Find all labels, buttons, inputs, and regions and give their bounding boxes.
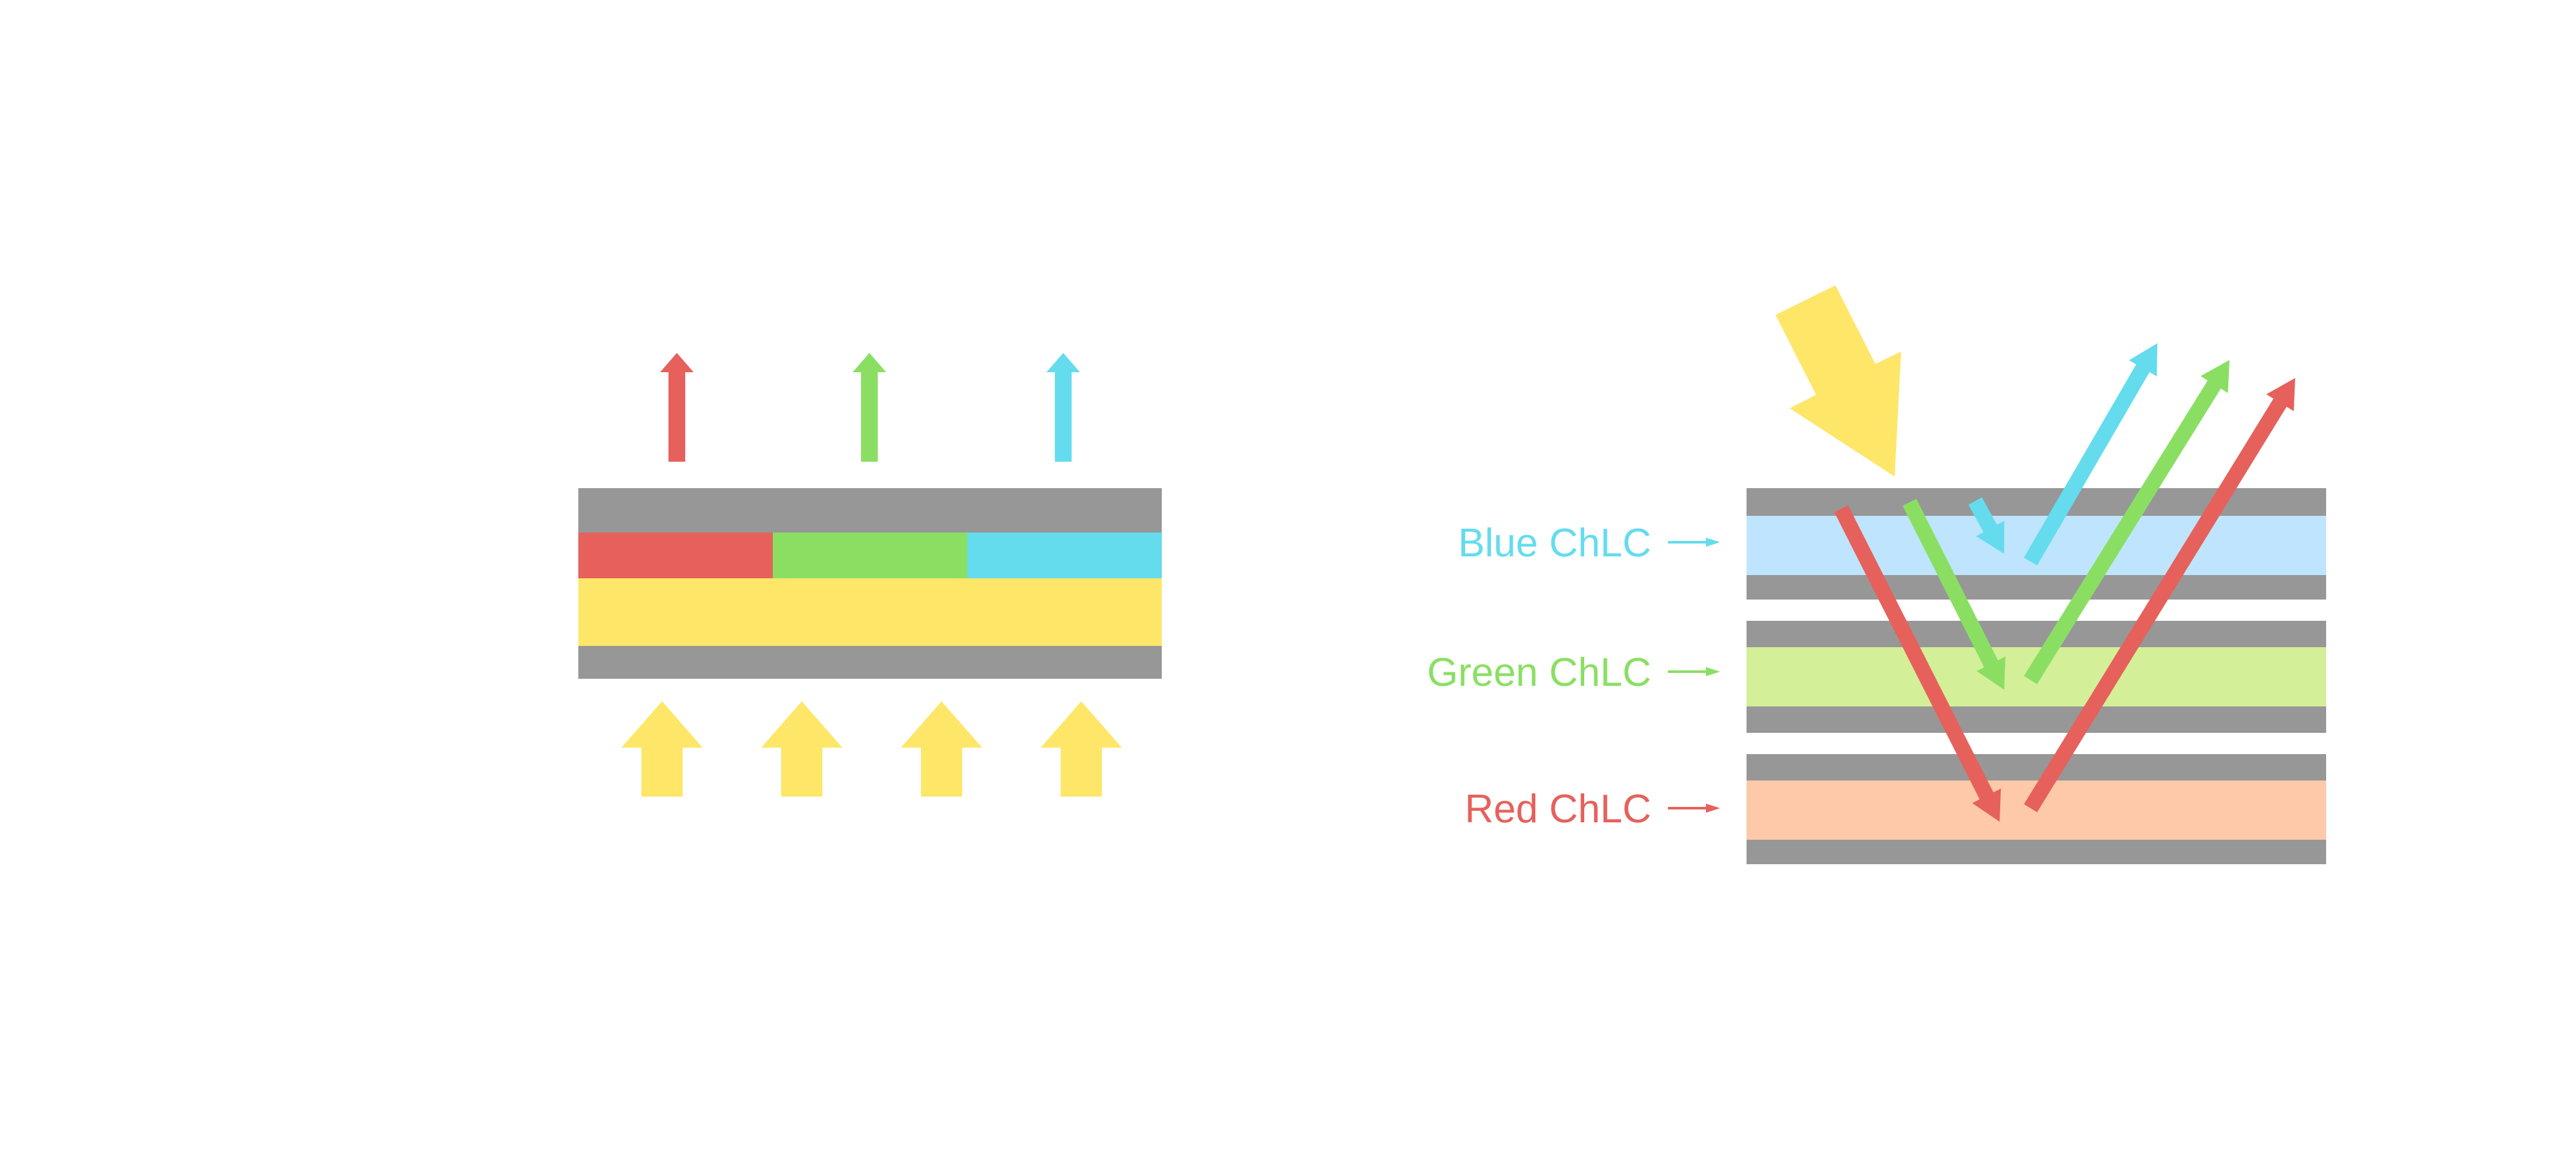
red-bottom-substrate: [1747, 840, 2326, 864]
blue-incident-arrow-icon: [1968, 497, 2005, 554]
green-reflected-arrow-icon: [2023, 360, 2230, 685]
cyan-filter: [967, 533, 1162, 578]
backlight-arrow-icon: [1041, 701, 1122, 797]
blue-bottom-substrate: [1747, 575, 2326, 600]
green-chlc-label: Green ChLC: [1427, 650, 1651, 695]
green-incident-arrow-icon: [1902, 498, 2006, 690]
incident-light-arrow-icon: [1776, 285, 1901, 477]
blue-chlc-label: Blue ChLC: [1458, 521, 1651, 565]
red-top-substrate: [1747, 754, 2326, 780]
green-pointer-arrow-icon: [1668, 667, 1720, 676]
backlight-arrows: [621, 701, 1122, 797]
red-chlc-label: Red ChLC: [1465, 787, 1651, 831]
red-filter: [578, 533, 773, 578]
label-pointers: [1668, 538, 1720, 813]
backlight-arrow-icon: [621, 701, 703, 797]
top-substrate: [578, 488, 1162, 533]
backlight-arrow-icon: [901, 701, 982, 797]
cyan-pointer-arrow-icon: [1668, 538, 1720, 547]
green-bottom-substrate: [1747, 706, 2326, 733]
red-pointer-arrow-icon: [1668, 804, 1720, 813]
yellow-backlight-layer: [578, 578, 1162, 646]
cyan-output-arrow-icon: [1046, 353, 1080, 462]
green-output-arrow-icon: [853, 353, 886, 462]
bottom-substrate: [578, 646, 1162, 679]
green-top-substrate: [1747, 621, 2326, 647]
backlight-arrow-icon: [761, 701, 842, 797]
red-output-arrow-icon: [660, 353, 694, 462]
green-filter: [773, 533, 967, 578]
blue-top-substrate: [1747, 488, 2326, 516]
blue-reflected-arrow-icon: [2023, 343, 2157, 566]
reflection-arrows: [1834, 343, 2295, 822]
red-reflected-arrow-icon: [2023, 378, 2295, 813]
output-arrows: [660, 353, 1080, 462]
color-filter-stack: [578, 488, 1162, 679]
red-incident-arrow-icon: [1834, 505, 2001, 822]
